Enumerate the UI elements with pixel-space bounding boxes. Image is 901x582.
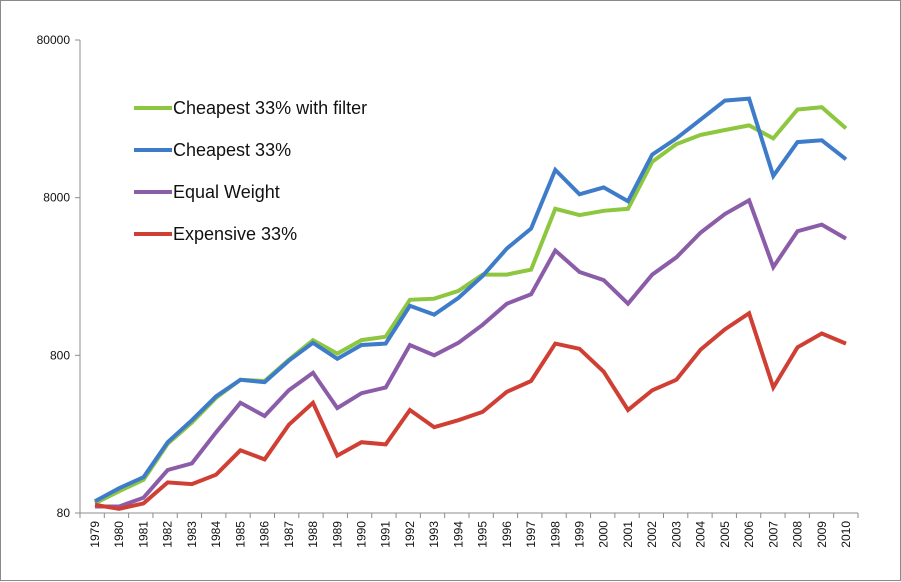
x-tick-label: 2005 [718, 521, 732, 548]
x-tick-label: 1982 [161, 521, 175, 548]
y-ticks: 80 800 8000 80000 [37, 33, 80, 520]
series-line-3 [94, 310, 847, 511]
x-tick-label: 1985 [233, 521, 247, 548]
legend-label: Cheapest 33% [173, 140, 291, 160]
x-tick-label: 1987 [282, 521, 296, 548]
x-tick-label: 1988 [306, 521, 320, 548]
x-tick-label: 2006 [742, 521, 756, 548]
x-tick-label: 1984 [209, 521, 223, 548]
legend-label: Equal Weight [173, 182, 280, 202]
series-line-2 [95, 197, 848, 509]
x-tick-label: 1998 [548, 521, 562, 548]
x-tick-label: 2002 [645, 521, 659, 548]
x-tick-label: 2003 [669, 521, 683, 548]
x-tick-label: 2010 [839, 521, 853, 548]
x-tick-label: 1993 [427, 521, 441, 548]
x-tick-label: 1983 [185, 521, 199, 548]
legend-label: Cheapest 33% with filter [173, 98, 367, 118]
x-tick-label: 2001 [621, 521, 635, 548]
x-tick-label: 1981 [136, 521, 150, 548]
series-line-1 [94, 96, 848, 503]
x-tick-label: 2004 [694, 521, 708, 548]
x-tick-label: 1992 [403, 521, 417, 548]
x-tick-label: 1995 [476, 521, 490, 548]
x-tick-label: 1980 [112, 521, 126, 548]
x-tick-label: 1989 [330, 521, 344, 548]
y-tick-label: 8000 [43, 191, 70, 205]
legend-label: Expensive 33% [173, 224, 297, 244]
x-tick-label: 1991 [379, 521, 393, 548]
x-tick-label: 2000 [597, 521, 611, 548]
series-layer [94, 96, 848, 511]
legend: Cheapest 33% with filter Cheapest 33% Equa… [134, 98, 367, 244]
x-tick-label: 1990 [354, 521, 368, 548]
y-tick-label: 800 [50, 348, 70, 362]
x-tick-label: 1986 [258, 521, 272, 548]
x-tick-label: 1979 [88, 521, 102, 548]
x-tick-label: 2007 [766, 521, 780, 548]
x-tick-label: 2009 [815, 521, 829, 548]
x-tick-label: 1994 [451, 521, 465, 548]
x-tick-label: 1999 [573, 521, 587, 548]
x-ticks: 1979 1980 1981 1982 1983 1984 1985 1986 1987 1988… [79, 513, 859, 548]
x-tick-label: 1997 [524, 521, 538, 548]
y-tick-label: 80000 [37, 33, 71, 47]
y-tick-label: 80 [57, 506, 71, 520]
x-tick-label: 1996 [500, 521, 514, 548]
x-tick-label: 2008 [791, 521, 805, 548]
